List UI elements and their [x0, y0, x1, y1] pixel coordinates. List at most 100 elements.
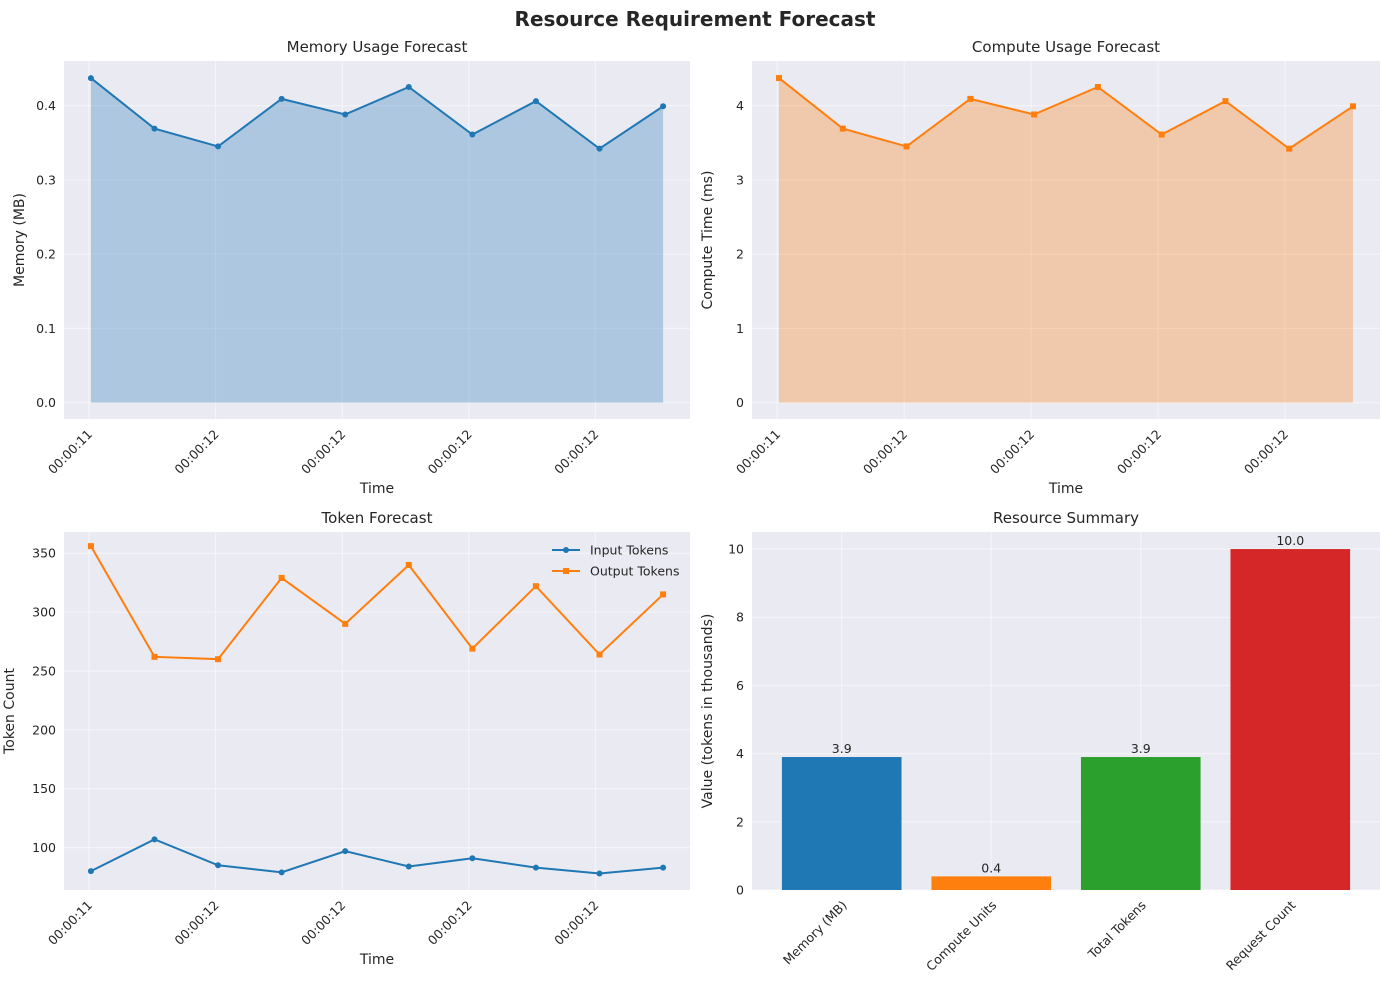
data-point — [87, 75, 94, 82]
data-point — [151, 125, 158, 132]
x-axis-label: Time — [359, 481, 394, 497]
legend-marker — [563, 568, 569, 574]
x-tick-label: 00:00:11 — [733, 427, 783, 477]
data-point — [87, 868, 94, 875]
y-tick-label: 250 — [32, 663, 56, 678]
data-point — [1286, 145, 1293, 152]
chart-title: Resource Summary — [993, 509, 1139, 527]
area-fill — [779, 78, 1353, 403]
data-point — [215, 862, 222, 869]
data-point — [278, 95, 285, 102]
legend-label: Input Tokens — [590, 543, 668, 558]
bar-value-label: 10.0 — [1276, 533, 1304, 548]
data-point — [278, 574, 285, 581]
data-point — [215, 656, 222, 663]
x-tick-label: 00:00:12 — [551, 427, 601, 477]
data-point — [1222, 98, 1229, 105]
x-tick-label: Compute Units — [923, 898, 999, 974]
x-tick-label: 00:00:12 — [171, 427, 221, 477]
x-tick-label: Request Count — [1223, 897, 1299, 973]
y-tick-label: 2 — [736, 814, 744, 829]
data-point — [596, 651, 603, 658]
y-tick-label: 100 — [32, 840, 56, 855]
x-tick-label: 00:00:12 — [425, 898, 475, 948]
chart-summary: Resource Summary 0 2 4 6 8 10 Value (tokens in … — [700, 509, 1380, 974]
chart-tokens: Token Forecast 100 150 200 250 300 350 Token Co… — [2, 509, 690, 968]
y-tick-label: 6 — [736, 678, 744, 693]
chart-memory: Memory Usage Forecast 0.0 0.1 0.2 0.3 0.4 Memo… — [12, 38, 690, 497]
y-tick-label: 4 — [736, 98, 744, 113]
plot-area — [64, 61, 690, 419]
x-axis-label: Time — [359, 952, 394, 968]
series-line — [90, 77, 664, 150]
bar — [1080, 757, 1201, 890]
chart-title: Compute Usage Forecast — [972, 38, 1160, 56]
x-tick-label: Memory (MB) — [780, 898, 850, 968]
data-point — [839, 125, 846, 132]
bar-value-label: 0.4 — [981, 860, 1001, 875]
data-point — [660, 864, 667, 871]
y-tick-label: 1 — [736, 321, 744, 336]
x-tick-label: 00:00:12 — [551, 898, 601, 948]
bar — [931, 876, 1052, 890]
chart-title: Token Forecast — [321, 509, 433, 527]
data-point — [596, 870, 603, 877]
legend-label: Output Tokens — [590, 564, 679, 579]
data-point — [342, 848, 349, 855]
y-tick-label: 150 — [32, 781, 56, 796]
data-point — [151, 653, 158, 660]
x-tick-label: 00:00:12 — [1241, 427, 1291, 477]
bar — [1230, 549, 1351, 890]
data-point — [342, 620, 349, 627]
data-point — [405, 83, 412, 90]
bar-value-label: 3.9 — [1131, 741, 1151, 756]
series-line — [90, 545, 664, 661]
plot-area — [752, 61, 1380, 419]
data-point — [87, 543, 94, 550]
y-tick-label: 0 — [736, 883, 744, 898]
x-tick-label: 00:00:12 — [1114, 427, 1164, 477]
y-tick-label: 8 — [736, 610, 744, 625]
plot-area — [64, 532, 690, 890]
data-point — [660, 591, 667, 598]
data-point — [215, 143, 222, 150]
y-tick-label: 2 — [736, 247, 744, 262]
data-point — [1349, 103, 1356, 110]
bar — [781, 757, 902, 890]
data-point — [967, 95, 974, 102]
y-tick-label: 0 — [736, 395, 744, 410]
x-tick-label: Total Tokens — [1084, 898, 1149, 963]
y-tick-label: 0.1 — [36, 321, 56, 336]
y-tick-label: 200 — [32, 722, 56, 737]
legend-marker — [563, 547, 569, 553]
y-tick-label: 3 — [736, 172, 744, 187]
x-tick-label: 00:00:12 — [425, 427, 475, 477]
data-point — [151, 836, 158, 843]
data-point — [278, 869, 285, 876]
data-point — [596, 145, 603, 152]
y-axis-label: Compute Time (ms) — [700, 171, 716, 310]
y-tick-label: 4 — [736, 746, 744, 761]
data-point — [532, 864, 539, 871]
data-point — [532, 583, 539, 590]
data-point — [469, 855, 476, 862]
data-point — [342, 111, 349, 118]
chart-title: Memory Usage Forecast — [287, 38, 468, 56]
data-point — [1031, 111, 1038, 118]
x-tick-label: 00:00:11 — [45, 898, 95, 948]
data-point — [660, 103, 667, 110]
y-tick-label: 10 — [728, 542, 744, 557]
y-tick-label: 0.2 — [36, 247, 56, 262]
y-tick-label: 0.3 — [36, 172, 56, 187]
y-tick-label: 0.0 — [36, 395, 56, 410]
y-tick-label: 350 — [32, 546, 56, 561]
data-point — [1158, 131, 1165, 138]
data-point — [1094, 83, 1101, 90]
x-tick-label: 00:00:12 — [987, 427, 1037, 477]
series-line — [778, 77, 1354, 150]
y-axis-label: Memory (MB) — [12, 193, 28, 287]
area-fill — [90, 78, 664, 403]
y-tick-label: 0.4 — [36, 98, 56, 113]
chart-compute: Compute Usage Forecast 0 1 2 3 4 Compute Time … — [700, 38, 1380, 497]
y-axis-label: Token Count — [2, 668, 18, 755]
